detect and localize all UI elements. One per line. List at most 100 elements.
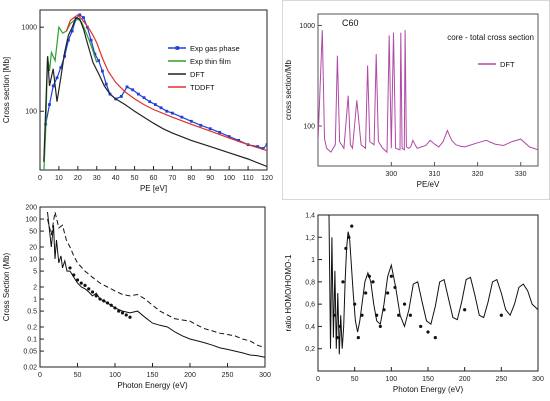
- y-tick-label: 0.02: [23, 365, 37, 372]
- data-point-2: [68, 266, 72, 270]
- x-tick-label: 330: [515, 171, 527, 178]
- data-point-0: [82, 16, 85, 19]
- x-tick-label: 100: [109, 372, 121, 379]
- plot-frame: [39, 206, 266, 368]
- y-tick-label: 1,4: [305, 213, 315, 220]
- x-tick-label: 120: [261, 175, 273, 182]
- y-tick-label: 0.2: [27, 325, 37, 332]
- y-tick-label: 1: [311, 257, 315, 264]
- legend-label: Exp gas phase: [190, 44, 240, 53]
- data-point-0: [131, 88, 135, 92]
- data-point-1: [335, 335, 339, 340]
- data-point-0: [51, 84, 55, 88]
- data-point-1: [364, 291, 368, 295]
- x-axis-label: Photon Energy (eV): [117, 381, 188, 390]
- x-tick-label: 300: [532, 376, 544, 383]
- data-point-1: [338, 324, 342, 329]
- legend-marker: [175, 46, 180, 50]
- y-axis-label: Cross section [Mb]: [2, 57, 11, 123]
- data-point-0: [199, 123, 203, 127]
- series-3-line: [65, 14, 267, 152]
- y-tick-label: 200: [25, 205, 37, 212]
- data-point-0: [189, 119, 193, 123]
- series-group: [47, 211, 265, 358]
- chart-subtitle: core - total cross section: [447, 33, 534, 42]
- data-point-1: [463, 308, 467, 312]
- x-tick-label: 80: [187, 175, 195, 182]
- series-1-line: [47, 211, 265, 349]
- data-point-2: [102, 299, 106, 303]
- data-point-1: [371, 280, 375, 284]
- x-tick-label: 0: [38, 372, 42, 379]
- data-point-1: [332, 313, 336, 317]
- data-point-2: [105, 301, 110, 305]
- chart-title: C60: [342, 18, 359, 28]
- y-tick-label: 1,2: [305, 235, 315, 242]
- data-point-1: [356, 335, 360, 340]
- data-point-0: [227, 135, 231, 138]
- y-tick-label: 0,6: [305, 302, 315, 309]
- series-0-line: [328, 215, 538, 355]
- data-point-1: [350, 224, 354, 228]
- x-tick-label: 110: [242, 175, 253, 182]
- data-point-0: [136, 92, 140, 96]
- data-point-1: [408, 313, 412, 317]
- data-point-0: [165, 109, 169, 113]
- data-point-2: [79, 281, 83, 285]
- data-point-1: [389, 274, 393, 278]
- legend-label: TDDFT: [190, 83, 215, 92]
- data-point-1: [402, 302, 407, 306]
- y-tick-label: 10: [29, 257, 37, 264]
- x-tick-label: 300: [385, 171, 397, 178]
- data-point-0: [171, 111, 174, 115]
- data-point-0: [70, 29, 74, 33]
- x-tick-label: 150: [422, 376, 434, 383]
- data-point-0: [101, 69, 104, 73]
- chart-svg: 0 50 100 150 200 250 300 0.02 0.05 0.1 0.2 0.5 1 2 5 10…: [2, 205, 271, 391]
- y-axis-label: ratio HOMO/HOMO-1: [284, 254, 293, 331]
- y-tick-label: 5: [33, 269, 37, 276]
- series-2-line: [43, 16, 267, 168]
- y-tick-label: 50: [29, 229, 37, 236]
- x-tick-label: 100: [385, 376, 397, 383]
- x-tick-label: 300: [259, 372, 271, 379]
- series-0-line: [47, 211, 265, 358]
- x-tick-label: 0: [316, 376, 320, 383]
- data-point-1: [367, 274, 371, 278]
- data-point-0: [142, 96, 146, 100]
- data-point-1: [386, 291, 390, 295]
- data-point-2: [90, 290, 95, 294]
- data-point-0: [125, 85, 129, 89]
- data-point-0: [59, 66, 63, 70]
- panel-photon-energy-cross-section: 0 50 100 150 200 250 300 0.02 0.05 0.1 0.2 0.5 1 2 5 10…: [0, 201, 275, 401]
- data-point-2: [75, 278, 80, 282]
- x-tick-label: 0: [38, 175, 42, 182]
- data-point-1: [344, 246, 348, 251]
- x-tick-label: 60: [150, 175, 158, 182]
- data-point-1: [433, 335, 437, 340]
- x-tick-label: 150: [147, 372, 159, 379]
- x-tick-label: 50: [131, 175, 139, 182]
- series-group: [318, 30, 538, 154]
- data-point-0: [89, 38, 93, 42]
- x-tick-label: 70: [169, 175, 177, 182]
- y-axis-label: Cross Section (Mb): [2, 252, 11, 321]
- data-point-1: [353, 302, 357, 306]
- data-point-0: [55, 76, 59, 80]
- y-tick-label: 2: [33, 285, 37, 292]
- data-point-2: [109, 303, 113, 307]
- data-point-2: [94, 294, 98, 298]
- data-point-0: [256, 145, 259, 148]
- data-point-0: [119, 95, 123, 98]
- data-point-0: [148, 100, 152, 104]
- x-tick-label: 20: [74, 175, 82, 182]
- y-tick-label: 0.05: [23, 349, 37, 356]
- data-point-0: [265, 143, 267, 147]
- y-tick-label: 100: [25, 217, 37, 224]
- x-tick-label: 200: [184, 372, 196, 379]
- data-point-1: [419, 324, 423, 329]
- data-point-0: [261, 147, 265, 150]
- y-tick-label: 0,4: [305, 324, 315, 331]
- data-point-1: [426, 330, 430, 334]
- x-tick-label: 50: [74, 372, 82, 379]
